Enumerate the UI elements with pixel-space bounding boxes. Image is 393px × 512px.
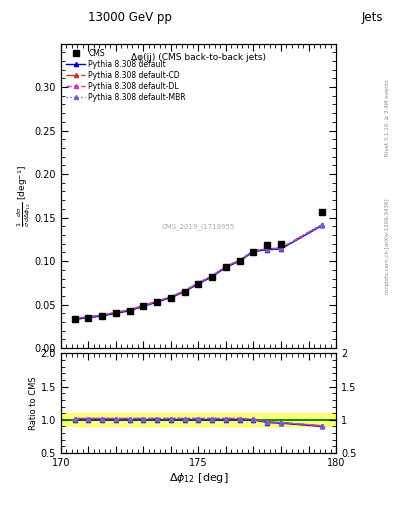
Y-axis label: $\frac{1}{\bar{\sigma}}\frac{d\sigma}{d\Delta\phi_{12}}$ [deg$^{-1}$]: $\frac{1}{\bar{\sigma}}\frac{d\sigma}{d\… (16, 165, 33, 227)
Text: 13000 GeV pp: 13000 GeV pp (88, 11, 172, 24)
Bar (61, 413, 336, 426)
Y-axis label: Ratio to CMS: Ratio to CMS (29, 376, 38, 430)
Text: CMS_2019_I1719955: CMS_2019_I1719955 (162, 223, 235, 230)
Text: Jets: Jets (362, 11, 383, 24)
Legend: CMS, Pythia 8.308 default, Pythia 8.308 default-CD, Pythia 8.308 default-DL, Pyt: CMS, Pythia 8.308 default, Pythia 8.308 … (65, 47, 187, 103)
Text: Rivet 3.1.10, ≥ 3.4M events: Rivet 3.1.10, ≥ 3.4M events (385, 79, 389, 156)
Text: mcplots.cern.ch [arXiv:1306.3436]: mcplots.cern.ch [arXiv:1306.3436] (385, 198, 389, 293)
Text: Δφ(jj) (CMS back-to-back jets): Δφ(jj) (CMS back-to-back jets) (131, 53, 266, 61)
X-axis label: $\Delta\phi_{12}$ [deg]: $\Delta\phi_{12}$ [deg] (169, 471, 228, 485)
